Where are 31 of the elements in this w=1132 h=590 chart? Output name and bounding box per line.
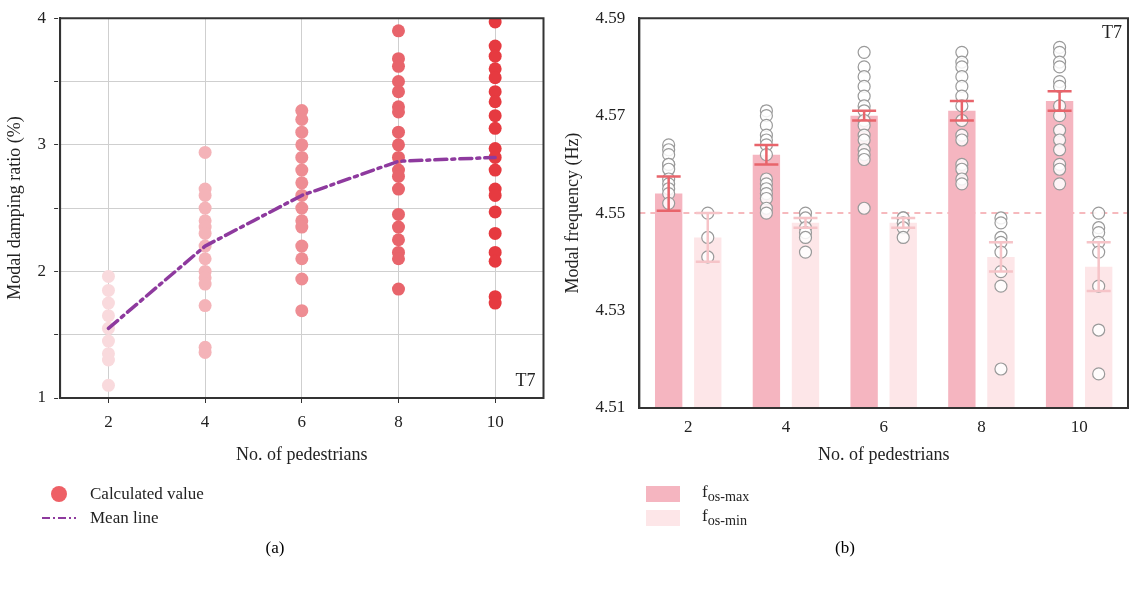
x-tick-label: 10 — [1070, 416, 1088, 436]
x-tick-label: 2 — [104, 411, 113, 431]
legend-label: Calculated value — [90, 484, 204, 504]
x-tick-label: 4 — [781, 416, 791, 436]
text: (a) — [264, 538, 286, 558]
x-tick-label: 6 — [879, 416, 888, 436]
x-tick-label: 6 — [297, 411, 307, 431]
y-tick-label: 2 — [37, 260, 47, 280]
legend-label: Mean line — [90, 508, 159, 528]
x-tick-label: 4 — [200, 411, 210, 431]
annotation: T7 — [515, 369, 536, 390]
y-axis-title: Modal frequency (Hz) — [561, 132, 583, 294]
y-tick-label: 3 — [37, 134, 47, 154]
y-tick-label: 4.55 — [595, 202, 626, 222]
y-axis-title: Modal damping ratio (%) — [3, 116, 25, 300]
text: (b) — [834, 538, 856, 558]
legend-label: f$_{os-min}$ — [702, 506, 747, 530]
legend-label: f$_{os-max}$ — [702, 482, 750, 506]
y-tick-label: 1 — [37, 387, 47, 407]
y-tick-label: 4.51 — [595, 397, 626, 417]
x-axis-title: No. of pedestrians — [236, 443, 368, 464]
x-tick-label: 8 — [394, 411, 403, 431]
x-tick-label: 2 — [683, 416, 693, 436]
y-tick-label: 4.57 — [595, 105, 626, 125]
y-tick-label: 4.59 — [595, 7, 626, 27]
annotation: T7 — [1102, 21, 1122, 42]
y-tick-label: 4 — [37, 7, 47, 27]
y-tick-label: 4.53 — [595, 300, 626, 320]
x-axis-title: No. of pedestrians — [817, 443, 950, 464]
x-tick-label: 10 — [486, 411, 504, 431]
x-tick-label: 8 — [977, 416, 986, 436]
